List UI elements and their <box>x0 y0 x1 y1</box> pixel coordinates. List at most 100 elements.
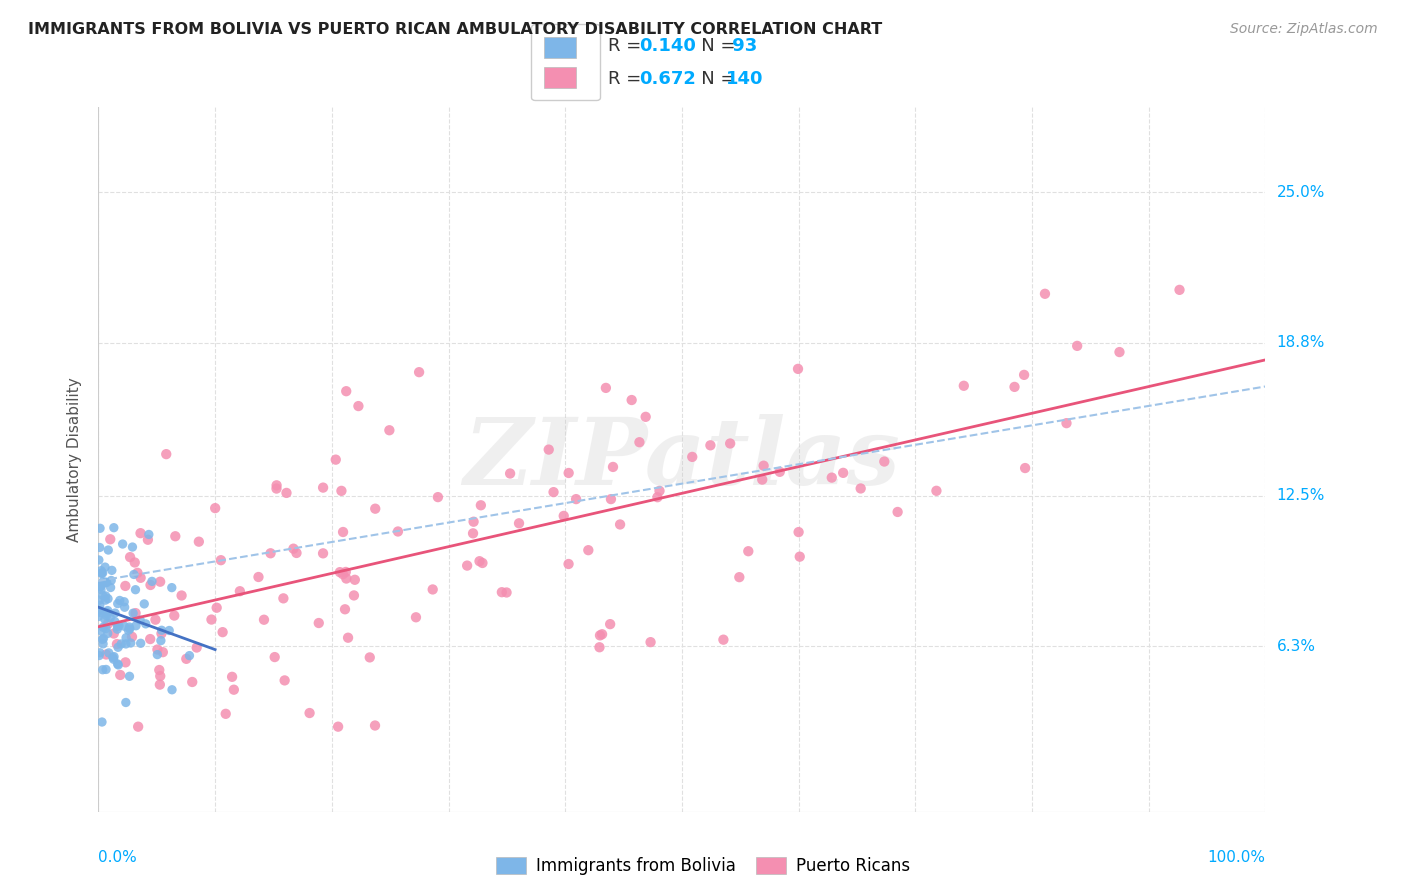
Point <box>1014 461 1036 475</box>
Point <box>165 529 187 543</box>
Point <box>259 546 281 560</box>
Point <box>634 409 657 424</box>
Point <box>329 565 352 579</box>
Text: R =: R = <box>609 70 647 88</box>
Point <box>1012 368 1035 382</box>
Point <box>122 567 145 582</box>
Point <box>111 537 134 551</box>
Point <box>408 365 430 379</box>
Point <box>108 593 131 607</box>
Point <box>124 606 146 620</box>
Text: 0.0%: 0.0% <box>98 850 138 865</box>
Point <box>170 589 193 603</box>
Point <box>215 706 238 721</box>
Point <box>471 556 494 570</box>
Point <box>150 626 173 640</box>
Point <box>681 450 703 464</box>
Point <box>378 423 401 437</box>
Point <box>160 581 183 595</box>
Point <box>557 466 579 480</box>
Point <box>1168 283 1191 297</box>
Point <box>470 498 492 512</box>
Point <box>468 554 491 568</box>
Point <box>115 696 138 710</box>
Point <box>553 508 575 523</box>
Point <box>426 490 449 504</box>
Point <box>628 435 651 450</box>
Text: 25.0%: 25.0% <box>1277 185 1324 200</box>
Point <box>335 572 357 586</box>
Text: N =: N = <box>685 37 741 54</box>
Point <box>93 612 115 626</box>
Point <box>89 646 111 660</box>
Point <box>576 543 599 558</box>
Point <box>609 517 631 532</box>
Point <box>602 459 624 474</box>
Point <box>751 473 773 487</box>
Point <box>1033 286 1056 301</box>
Point <box>718 436 741 450</box>
Point <box>557 557 579 571</box>
Point <box>149 678 172 692</box>
Point <box>332 524 354 539</box>
Point <box>145 613 167 627</box>
Point <box>89 580 111 594</box>
Point <box>124 582 146 597</box>
Point <box>181 675 204 690</box>
Point <box>205 600 228 615</box>
Point <box>149 669 172 683</box>
Point <box>107 597 129 611</box>
Point <box>90 566 112 580</box>
Point <box>849 482 872 496</box>
Point <box>648 483 671 498</box>
Point <box>266 482 288 496</box>
Point <box>105 622 128 636</box>
Text: IMMIGRANTS FROM BOLIVIA VS PUERTO RICAN AMBULATORY DISABILITY CORRELATION CHART: IMMIGRANTS FROM BOLIVIA VS PUERTO RICAN … <box>28 22 883 37</box>
Point <box>787 525 810 540</box>
Point <box>537 442 560 457</box>
Point <box>124 556 146 570</box>
Point <box>94 589 117 603</box>
Point <box>94 663 117 677</box>
Point <box>103 652 125 666</box>
Point <box>91 663 114 677</box>
Point <box>589 628 612 642</box>
Point <box>886 505 908 519</box>
Text: 0.140: 0.140 <box>640 37 696 54</box>
Point <box>160 682 183 697</box>
Point <box>90 624 112 638</box>
Point <box>364 718 387 732</box>
Text: 18.8%: 18.8% <box>1277 335 1324 351</box>
Point <box>728 570 751 584</box>
Legend: Immigrants from Bolivia, Puerto Ricans: Immigrants from Bolivia, Puerto Ricans <box>489 850 917 882</box>
Text: R =: R = <box>609 37 647 54</box>
Point <box>343 573 366 587</box>
Point <box>127 566 149 580</box>
Point <box>335 565 357 579</box>
Point <box>91 637 114 651</box>
Text: Source: ZipAtlas.com: Source: ZipAtlas.com <box>1230 22 1378 37</box>
Text: 6.3%: 6.3% <box>1277 639 1316 654</box>
Point <box>247 570 270 584</box>
Point <box>187 534 209 549</box>
Point <box>595 381 617 395</box>
Point <box>283 541 305 556</box>
Point <box>120 550 142 565</box>
Text: 140: 140 <box>727 70 763 88</box>
Point <box>129 636 152 650</box>
Point <box>211 625 233 640</box>
Point <box>107 657 129 672</box>
Point <box>89 541 111 555</box>
Point <box>103 626 125 640</box>
Point <box>1056 416 1078 430</box>
Point <box>94 575 117 590</box>
Point <box>312 546 335 560</box>
Point <box>96 606 118 620</box>
Point <box>98 611 121 625</box>
Point <box>769 465 792 479</box>
Point <box>135 616 157 631</box>
Point <box>422 582 444 597</box>
Point <box>157 624 180 638</box>
Point <box>118 622 141 636</box>
Point <box>129 571 152 585</box>
